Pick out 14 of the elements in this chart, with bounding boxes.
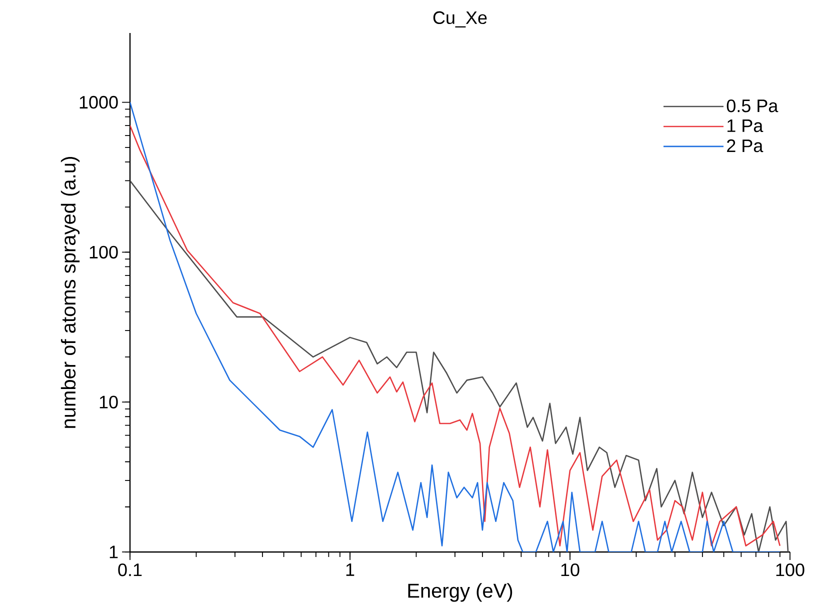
y-tick-label: 1000 [80, 96, 118, 109]
y-axis-title: number of atoms sprayed (a.u) [60, 157, 80, 428]
x-tick-label: 0.1 [118, 563, 142, 576]
chart-title: Cu_Xe [433, 11, 487, 28]
x-tick-label: 10 [561, 563, 580, 576]
y-tick-label: 100 [90, 246, 118, 259]
y-tick-label: 10 [100, 396, 118, 408]
x-axis-title: Energy (eV) [408, 583, 512, 602]
legend-label: 2 Pa [727, 139, 764, 152]
x-tick-label: 100 [776, 563, 804, 576]
legend-label: 1 Pa [728, 120, 764, 132]
legend-label: 0.5 Pa [726, 99, 778, 112]
y-tick-label: 1 [110, 546, 118, 558]
x-tick-label: 1 [346, 563, 354, 576]
